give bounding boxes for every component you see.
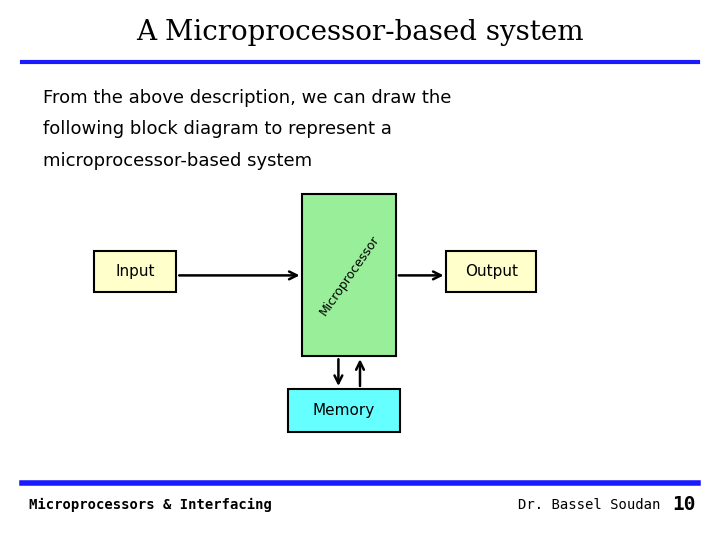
Bar — [94, 251, 176, 292]
Text: From the above description, we can draw the: From the above description, we can draw … — [43, 89, 451, 107]
Bar — [302, 194, 396, 356]
Bar — [288, 389, 400, 432]
Text: microprocessor-based system: microprocessor-based system — [43, 152, 312, 170]
Text: Memory: Memory — [312, 403, 375, 418]
Text: 10: 10 — [672, 495, 696, 515]
Text: A Microprocessor-based system: A Microprocessor-based system — [136, 19, 584, 46]
Bar — [446, 251, 536, 292]
Text: Output: Output — [465, 264, 518, 279]
Text: Dr. Bassel Soudan: Dr. Bassel Soudan — [518, 498, 661, 512]
Text: Microprocessors & Interfacing: Microprocessors & Interfacing — [29, 498, 271, 512]
Text: following block diagram to represent a: following block diagram to represent a — [43, 120, 392, 138]
Text: Microprocessor: Microprocessor — [317, 233, 382, 318]
Text: Input: Input — [115, 264, 155, 279]
